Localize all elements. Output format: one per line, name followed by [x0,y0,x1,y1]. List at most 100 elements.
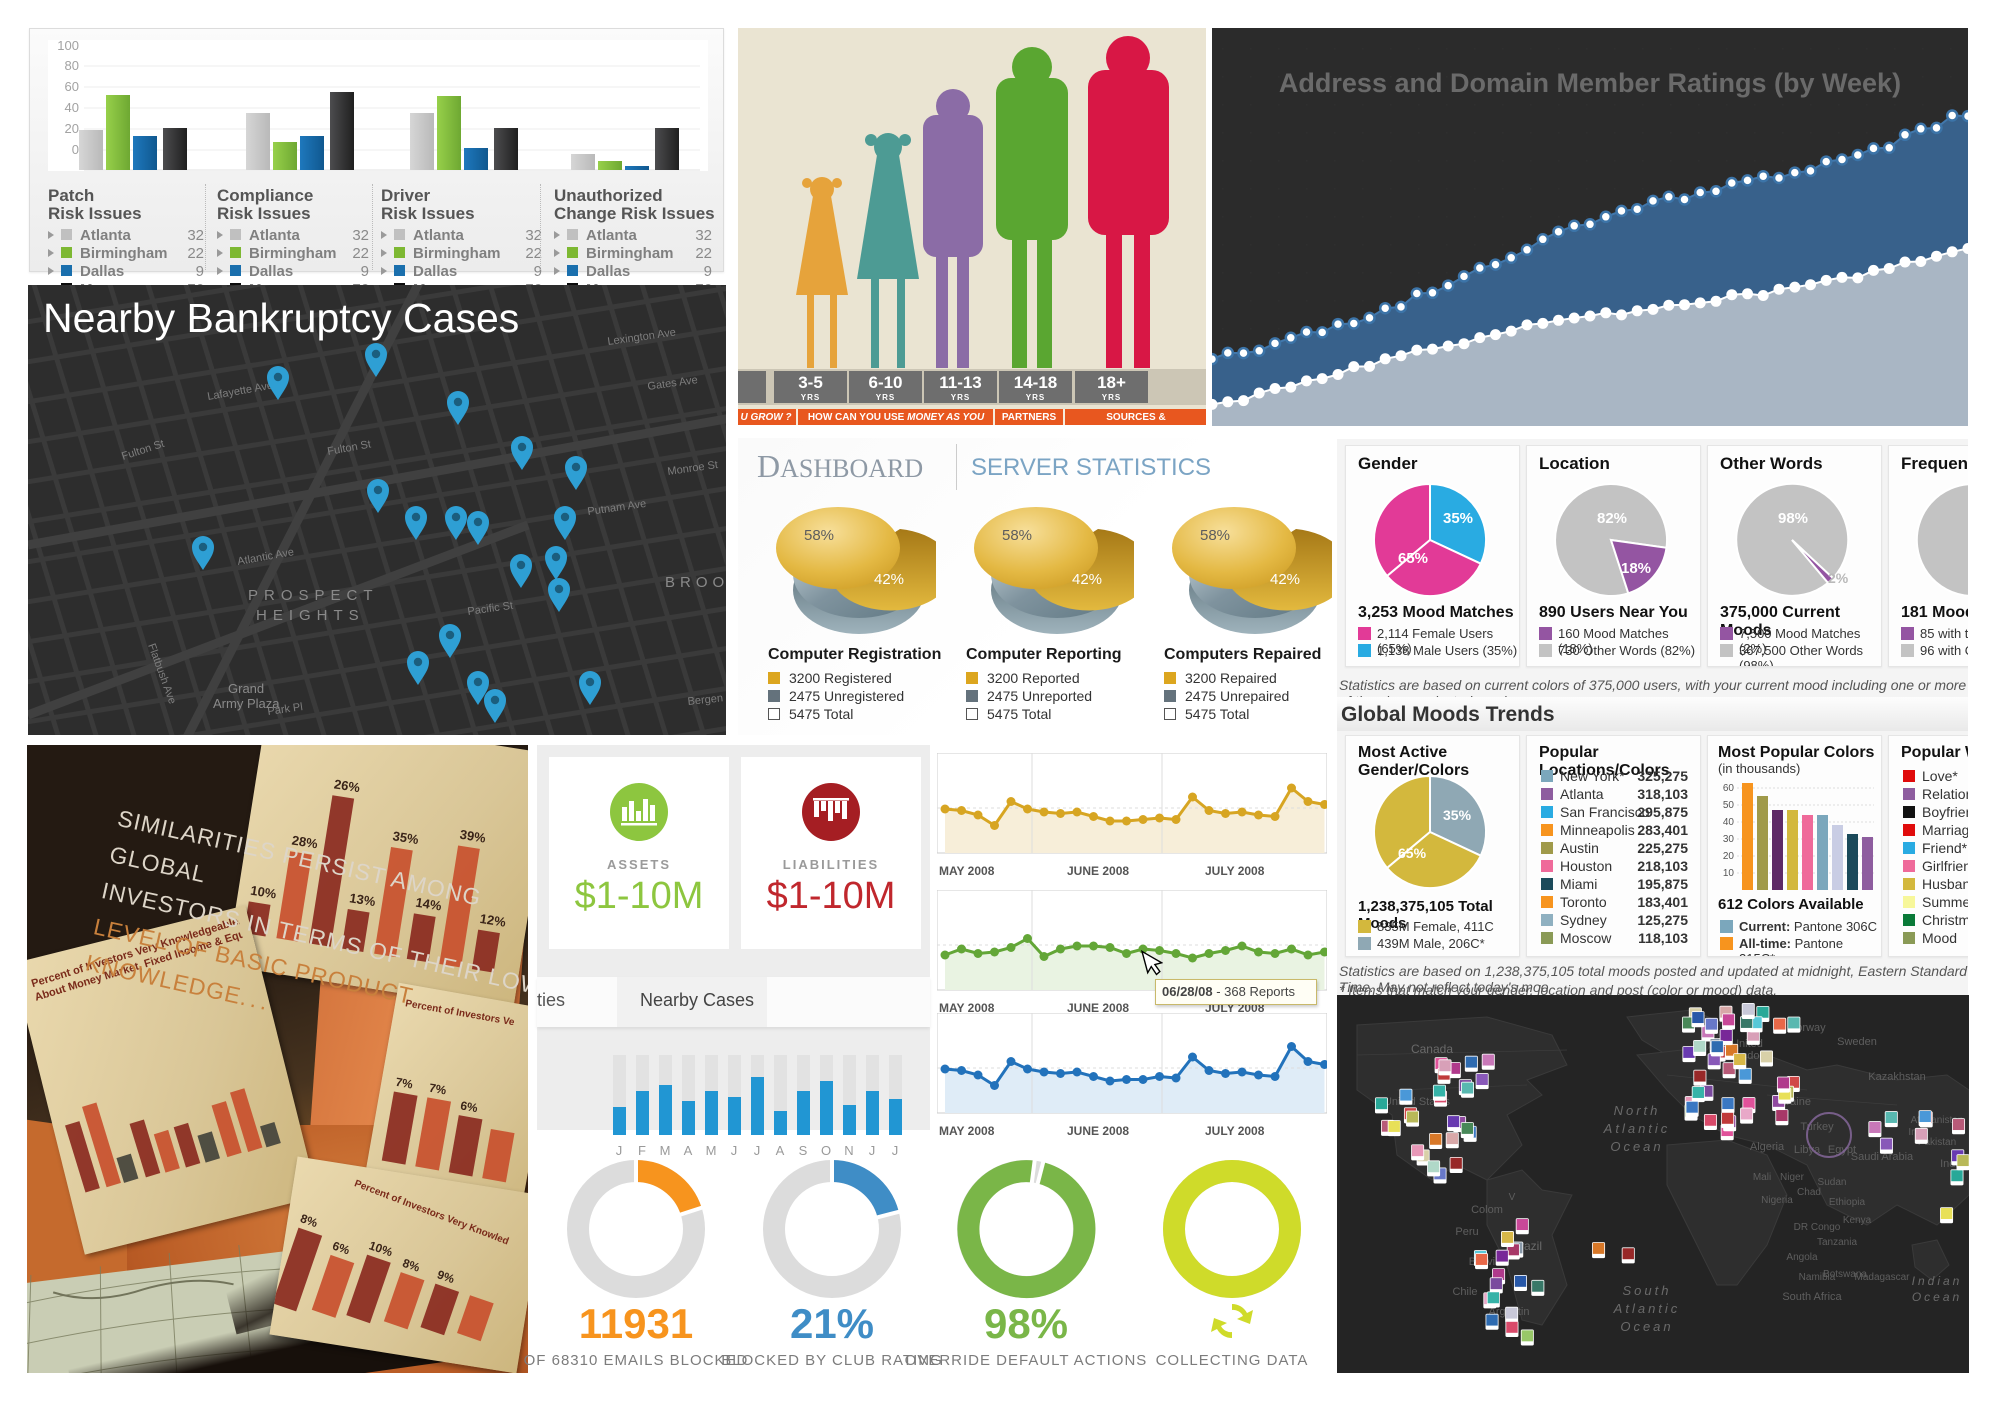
svg-text:O: O [821,1143,831,1158]
svg-text:42%: 42% [1270,571,1300,588]
svg-text:42%: 42% [874,571,904,588]
svg-text:J: J [731,1143,738,1158]
svg-text:39%: 39% [459,827,487,846]
svg-text:BROOK: BROOK [665,574,726,591]
svg-text:South: South [1623,1283,1672,1298]
svg-text:98%: 98% [1778,510,1808,527]
svg-text:Kenya: Kenya [1843,1215,1872,1226]
svg-text:HEIGHTS: HEIGHTS [256,607,365,624]
svg-text:12%: 12% [479,911,507,930]
svg-text:60: 60 [1723,783,1735,794]
svg-text:Tanzania: Tanzania [1817,1237,1857,1248]
svg-text:35%: 35% [1443,510,1473,527]
svg-text:Saudi Arabia: Saudi Arabia [1851,1151,1914,1163]
svg-text:82%: 82% [1597,510,1627,527]
svg-text:100: 100 [57,40,79,53]
svg-text:Nigeria: Nigeria [1761,1195,1793,1206]
svg-text:13%: 13% [348,890,376,909]
svg-text:Algeria: Algeria [1750,1141,1785,1153]
svg-text:6%: 6% [331,1239,352,1258]
svg-text:Sudan: Sudan [1818,1177,1847,1188]
svg-text:JUNE 2008: JUNE 2008 [1067,1001,1129,1015]
svg-text:Egypt: Egypt [1828,1144,1856,1156]
svg-text:J: J [754,1143,761,1158]
svg-text:42%: 42% [1072,571,1102,588]
svg-text:J: J [892,1143,899,1158]
svg-text:28%: 28% [291,833,319,852]
svg-text:Niger: Niger [1780,1172,1805,1183]
svg-text:14%: 14% [415,895,443,914]
svg-text:Colom: Colom [1471,1204,1503,1216]
svg-text:7%: 7% [428,1081,448,1098]
svg-text:18%: 18% [1621,560,1651,577]
svg-text:Libya: Libya [1794,1144,1821,1156]
svg-text:Ethiopia: Ethiopia [1829,1197,1866,1208]
svg-text:Indian: Indian [1912,1274,1963,1288]
svg-text:PROSPECT: PROSPECT [248,587,379,604]
svg-text:Sweden: Sweden [1837,1036,1877,1048]
svg-text:J: J [616,1143,623,1158]
svg-text:50: 50 [1723,800,1735,811]
svg-text:58%: 58% [1002,527,1032,544]
svg-text:MAY 2008: MAY 2008 [939,1124,995,1138]
svg-text:Ocean: Ocean [1610,1139,1663,1154]
svg-text:Atlantic: Atlantic [1613,1301,1681,1316]
svg-text:8%: 8% [298,1211,319,1230]
svg-text:Kazakhstan: Kazakhstan [1868,1071,1925,1083]
svg-text:North: North [1614,1103,1661,1118]
svg-text:V: V [1509,1192,1516,1203]
svg-text:MAY 2008: MAY 2008 [939,1001,995,1015]
svg-text:0: 0 [72,142,79,157]
svg-text:Chile: Chile [1452,1286,1477,1298]
svg-text:65%: 65% [1398,550,1428,567]
svg-text:JULY 2008: JULY 2008 [1205,1124,1265,1138]
svg-text:A: A [684,1143,693,1158]
svg-text:Ocean: Ocean [1912,1290,1962,1304]
svg-text:Angola: Angola [1786,1252,1818,1263]
svg-text:Chad: Chad [1797,1187,1821,1198]
svg-text:MAY 2008: MAY 2008 [939,864,995,878]
svg-text:M: M [706,1143,717,1158]
svg-text:65%: 65% [1398,845,1427,861]
svg-text:Army Plaza: Army Plaza [213,696,280,711]
svg-text:58%: 58% [1200,527,1230,544]
svg-text:Madagascar: Madagascar [1854,1272,1910,1283]
svg-text:DR Congo: DR Congo [1794,1222,1841,1233]
svg-text:9%: 9% [435,1267,456,1286]
svg-text:10%: 10% [249,883,277,902]
svg-text:Bergen St: Bergen St [687,691,726,708]
svg-text:Atlantic: Atlantic [1603,1121,1671,1136]
svg-text:35%: 35% [1443,807,1472,823]
svg-text:80: 80 [65,58,79,73]
svg-text:2%: 2% [1828,570,1849,586]
svg-text:7%: 7% [394,1075,414,1092]
svg-text:40: 40 [65,100,79,115]
svg-text:40: 40 [1723,817,1735,828]
svg-text:Ocean: Ocean [1620,1319,1673,1334]
svg-text:JUNE 2008: JUNE 2008 [1067,864,1129,878]
svg-text:Percent of Investors Very Know: Percent of Investors Very Knowled [353,1178,511,1247]
svg-text:Park Pl: Park Pl [267,701,304,718]
svg-text:Namibia: Namibia [1799,1272,1836,1283]
svg-text:Grand: Grand [228,681,264,696]
svg-text:20: 20 [1723,851,1735,862]
svg-text:8%: 8% [401,1256,422,1275]
svg-text:Turkey: Turkey [1800,1121,1834,1133]
svg-text:N: N [844,1143,853,1158]
svg-text:JULY 2008: JULY 2008 [1205,864,1265,878]
svg-text:S: S [799,1143,808,1158]
svg-text:JUNE 2008: JUNE 2008 [1067,1124,1129,1138]
svg-text:10: 10 [1723,868,1735,879]
svg-text:35%: 35% [392,828,420,847]
svg-text:Afghanistan: Afghanistan [1911,1115,1964,1126]
svg-text:South Africa: South Africa [1782,1291,1842,1303]
svg-text:6%: 6% [459,1098,479,1115]
svg-text:26%: 26% [333,776,361,795]
svg-text:Pakistan: Pakistan [1918,1137,1956,1148]
svg-text:60: 60 [65,79,79,94]
svg-text:20: 20 [65,121,79,136]
svg-text:J: J [869,1143,876,1158]
svg-text:Peru: Peru [1455,1226,1478,1238]
svg-text:Mali: Mali [1753,1172,1771,1183]
svg-text:F: F [638,1143,646,1158]
